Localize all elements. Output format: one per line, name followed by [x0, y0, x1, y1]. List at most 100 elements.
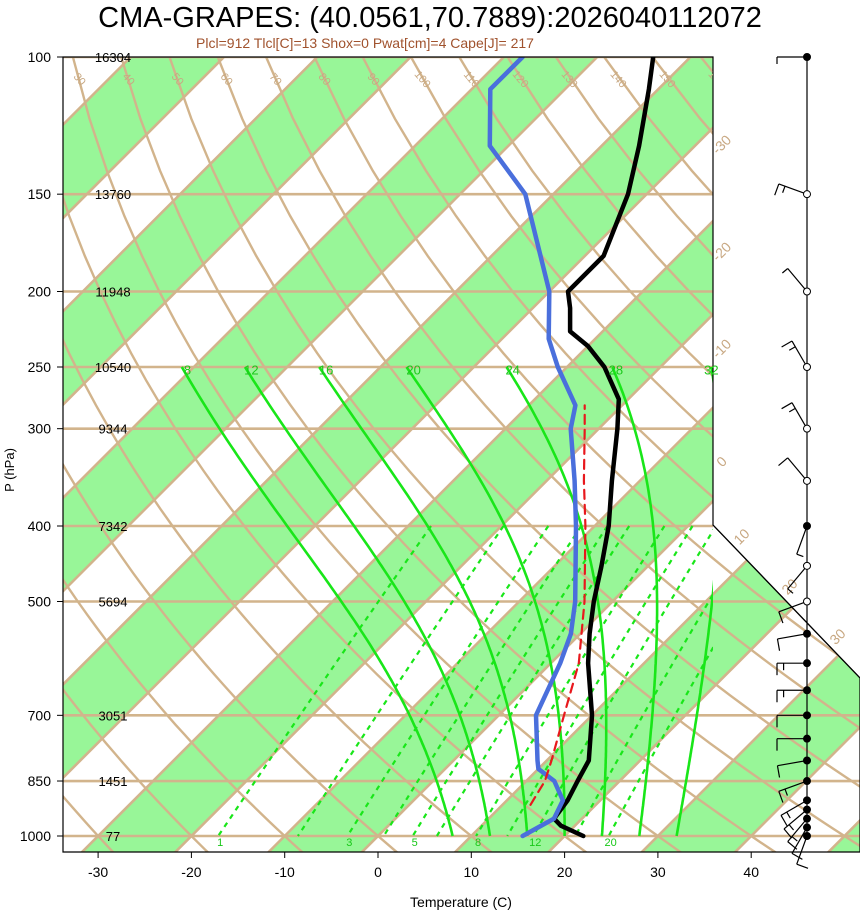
y-tick-label: 500 [28, 593, 52, 609]
wind-barb-flag [781, 340, 793, 348]
wind-barb [796, 525, 808, 555]
dry-adiabat-line [63, 57, 417, 852]
wind-barb-flag [778, 611, 784, 624]
dry-adiabat-label: 70 [267, 71, 284, 88]
moist-adiabat-label: 28 [609, 362, 623, 377]
moist-adiabat-label: 16 [319, 362, 333, 377]
wind-barb [780, 799, 808, 816]
wind-station-dot [803, 756, 811, 765]
isotherm-line [63, 57, 785, 852]
plot-frame-edge [712, 524, 860, 679]
wind-barb-flag [788, 346, 796, 351]
wind-barb [778, 183, 808, 195]
isotherm-band [439, 57, 860, 852]
wind-station-dot [803, 805, 811, 814]
isotherm-band [63, 57, 784, 852]
height-label: 10540 [95, 360, 131, 375]
dry-adiabat-line [63, 57, 513, 852]
isotherm-band [252, 57, 860, 852]
isotherm-line [531, 57, 860, 852]
wind-barb-flag [776, 765, 781, 778]
mixing-ratio-line [475, 525, 666, 837]
wind-barb-flag [780, 815, 788, 827]
y-tick-label: 400 [28, 518, 52, 534]
wind-station-dot [803, 287, 811, 296]
y-tick-label: 150 [28, 186, 52, 202]
wind-barb [777, 633, 808, 640]
wind-barb-flag [778, 457, 789, 467]
moist-adiabat-label: 20 [406, 362, 420, 377]
mixing-ratio-line [346, 525, 550, 837]
moist-adiabat-label: 12 [244, 362, 258, 377]
moist-adiabat-line [318, 366, 529, 837]
wind-barb-flag [778, 791, 784, 803]
dry-adiabat-line [409, 57, 860, 852]
wind-barb-flag [796, 553, 804, 558]
wind-barbs [774, 53, 811, 869]
y-tick-label: 200 [28, 284, 52, 300]
wind-barb [791, 827, 808, 854]
moist-adiabat-line [243, 366, 492, 837]
mixing-ratio-label: 12 [529, 837, 541, 849]
dry-adiabat-label: 100 [412, 69, 433, 91]
x-axis-label: Temperature (C) [410, 894, 512, 910]
wind-station-dot [803, 190, 811, 199]
height-label: 5694 [99, 594, 128, 609]
wind-barb [777, 759, 808, 767]
x-tick-label: 40 [743, 864, 759, 880]
dry-adiabat-line [63, 57, 226, 852]
mixing-ratio-line [217, 525, 432, 837]
wind-station-dot [803, 686, 811, 695]
mixing-ratio-label: 1 [217, 837, 223, 849]
wind-barb [783, 809, 808, 830]
parcel-line [529, 404, 587, 806]
dry-adiabat-line [361, 57, 860, 852]
diagram-background [63, 57, 860, 852]
dry-adiabat-line [216, 57, 860, 852]
wind-barb [787, 457, 808, 482]
wind-station-dot [803, 796, 811, 805]
moist-adiabat-label: 8 [184, 362, 191, 377]
x-tick-label: -10 [275, 864, 295, 880]
wind-barb [787, 268, 808, 292]
wind-station-dot [803, 711, 811, 720]
mixing-ratio-line [296, 525, 505, 837]
moist-adiabat-labels: 8 12 16 20 24 28 32 1 3 5 8 12 20 [184, 362, 719, 849]
wind-barb-flag [791, 852, 803, 860]
wind-barb-flag [791, 836, 798, 842]
wind-barb [791, 340, 808, 368]
wind-barb-flag [787, 588, 794, 594]
x-tick-label: -30 [88, 864, 108, 880]
isotherm-label: 30 [826, 625, 848, 647]
isotherm-line [63, 57, 225, 852]
x-tick-label: 20 [557, 864, 573, 880]
wind-barb [778, 780, 808, 792]
dry-adiabat-line [265, 57, 860, 852]
isotherm-line [624, 57, 860, 852]
wind-station-dot [803, 522, 811, 531]
isotherm-line [63, 57, 599, 852]
isotherm-line [718, 57, 860, 852]
wind-barb [787, 565, 808, 590]
wind-station-dot [803, 53, 811, 61]
wind-station-dot [803, 629, 811, 638]
dry-adiabat-label: 30 [71, 71, 88, 88]
mixing-ratio-line [532, 528, 713, 837]
wind-station-dot [803, 561, 811, 570]
height-label: 1451 [99, 774, 128, 789]
wind-station-dot [803, 823, 811, 832]
wind-barb-flag [783, 828, 793, 839]
height-label: 13760 [95, 187, 131, 202]
temperature-line [551, 57, 656, 839]
wind-barb-flag [781, 268, 789, 274]
wind-barb-flag [788, 824, 795, 831]
x-tick-label: 30 [650, 864, 666, 880]
moist-adiabat-line [611, 366, 659, 837]
dry-adiabat-line [120, 57, 801, 852]
isotherm-label: 0 [713, 453, 730, 470]
isotherm-band [63, 57, 598, 852]
